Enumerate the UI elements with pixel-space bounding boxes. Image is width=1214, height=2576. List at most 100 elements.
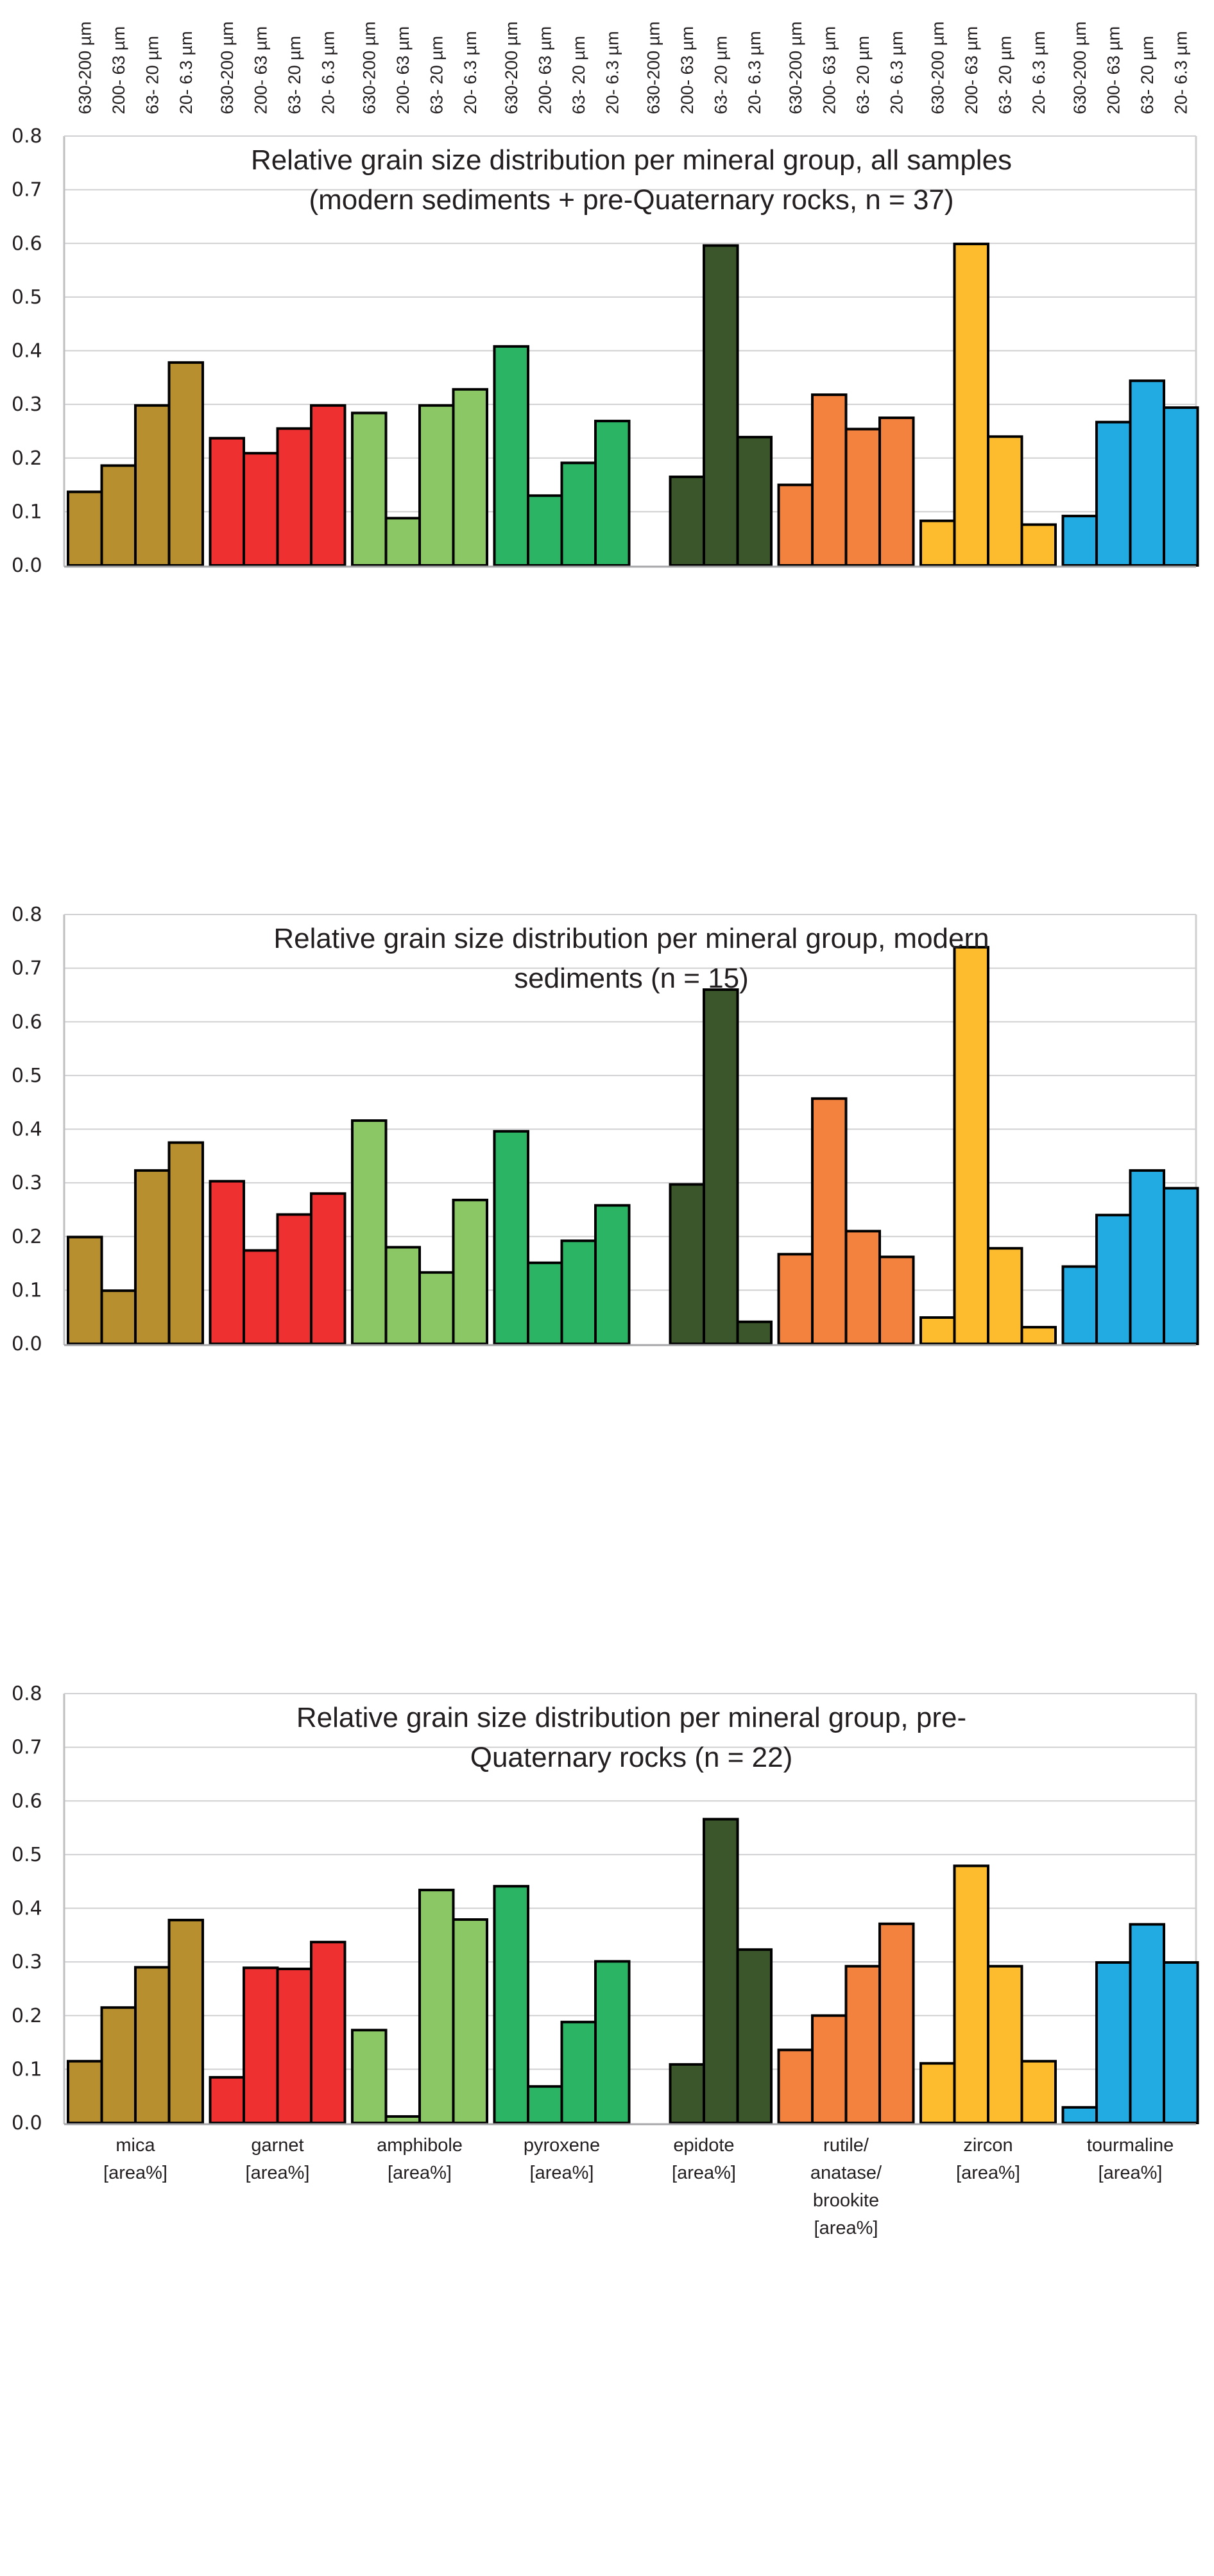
bar: [527, 494, 563, 567]
bar: [418, 404, 455, 567]
chart-panel-1: 0.0 0.1 0.2 0.3 0.4 0.5 0.6 0.7 0.8 Relative grai…: [12, 125, 1199, 577]
bar: [310, 1941, 346, 2125]
bar: [777, 1253, 814, 1345]
size-fraction-label: 63- 20 µm: [853, 36, 873, 114]
bar: [953, 946, 989, 1345]
y-tick-label: 0.7: [12, 1737, 42, 1759]
category-label: zircon: [963, 2135, 1013, 2156]
bar: [527, 1261, 563, 1345]
bar: [811, 393, 848, 567]
bar: [1020, 1326, 1057, 1345]
bar: [1095, 1961, 1132, 2124]
bar: [811, 2014, 848, 2124]
bar: [209, 1180, 245, 1345]
category-label: pyroxene: [524, 2135, 600, 2156]
size-fraction-axis: 630-200 µm 200- 63 µm 63- 20 µm 20- 6.3 µm 6…: [75, 21, 1190, 114]
bar: [209, 436, 245, 567]
category-label: garnet: [251, 2135, 304, 2156]
bar-group-epidote: [669, 988, 773, 1346]
category-label: [area%]: [956, 2163, 1020, 2183]
bar: [310, 404, 346, 567]
category-label: [area%]: [246, 2163, 310, 2183]
size-fraction-label: 200- 63 µm: [251, 26, 270, 114]
y-tick-label: 0.6: [12, 1790, 42, 1812]
bar: [703, 1817, 739, 2125]
size-fraction-label: 63- 20 µm: [142, 36, 162, 114]
bar: [919, 2062, 956, 2125]
bar-group-amphibole: [351, 1889, 488, 2125]
bar: [243, 452, 279, 567]
bar: [736, 1948, 773, 2125]
y-tick-label: 0.5: [12, 1065, 42, 1087]
bar: [1061, 2106, 1098, 2125]
bar: [1163, 1961, 1199, 2124]
bar-group-tourmaline: [1061, 379, 1199, 567]
size-fraction-label: 20- 6.3 µm: [603, 31, 622, 114]
bar: [669, 476, 705, 567]
y-tick-label: 0.3: [12, 1951, 42, 1973]
y-tick-label: 0.6: [12, 232, 42, 255]
bar: [452, 388, 488, 567]
bar: [1095, 420, 1132, 567]
bar: [987, 1964, 1023, 2124]
y-tick-label: 0.2: [12, 447, 42, 470]
size-fraction-label: 630-200 µm: [928, 21, 947, 114]
bar: [100, 2006, 137, 2125]
bar: [527, 2085, 563, 2125]
y-tick-label: 0.1: [12, 1279, 42, 1301]
chart-panels: 0.0 0.1 0.2 0.3 0.4 0.5 0.6 0.7 0.8 Relative grai…: [12, 125, 1199, 2134]
bar-group-mica: [67, 1141, 204, 1346]
size-fraction-label: 63- 20 µm: [711, 36, 730, 114]
bar: [878, 1255, 915, 1345]
bar: [594, 1960, 631, 2125]
bar: [919, 1316, 956, 1345]
size-fraction-label: 200- 63 µm: [393, 26, 413, 114]
size-fraction-label: 200- 63 µm: [535, 26, 554, 114]
size-fraction-label: 20- 6.3 µm: [176, 31, 196, 114]
category-label: epidote: [673, 2135, 734, 2156]
size-fraction-label: 200- 63 µm: [962, 26, 981, 114]
bar: [167, 1918, 204, 2124]
bar: [953, 1864, 989, 2125]
bar-group-zircon: [919, 1864, 1057, 2125]
bar: [844, 1964, 881, 2124]
bar: [1020, 2059, 1057, 2125]
bar: [100, 464, 137, 567]
bar: [703, 988, 739, 1345]
bar: [134, 1966, 171, 2125]
bar: [811, 1097, 848, 1345]
bar: [1020, 523, 1057, 567]
bar: [310, 1192, 346, 1345]
bar: [418, 1271, 455, 1346]
category-label: [area%]: [103, 2163, 167, 2183]
y-tick-label: 0.1: [12, 501, 42, 523]
bar: [452, 1198, 488, 1346]
y-tick-label: 0.5: [12, 1844, 42, 1866]
bar-group-tourmaline: [1061, 1923, 1199, 2125]
bar: [594, 1204, 631, 1346]
y-tick-label: 0.1: [12, 2058, 42, 2081]
bar: [276, 1967, 312, 2125]
category-label: brookite: [813, 2190, 879, 2211]
size-fraction-label: 20- 6.3 µm: [1171, 31, 1190, 114]
size-fraction-label: 630-200 µm: [1070, 21, 1090, 114]
y-tick-label: 0.7: [12, 957, 42, 980]
bar: [1129, 1169, 1165, 1345]
bar-group-zircon: [919, 243, 1057, 567]
category-label: [area%]: [814, 2218, 878, 2238]
bar: [384, 1246, 421, 1345]
bar: [167, 1141, 204, 1345]
y-tick-label: 0.8: [12, 904, 42, 926]
y-tick-label: 0.4: [12, 1898, 42, 1920]
bar-group-amphibole: [351, 388, 488, 567]
bar-group-pyroxene: [493, 1885, 631, 2125]
size-fraction-label: 200- 63 µm: [1104, 26, 1123, 114]
bar: [669, 1183, 705, 1346]
bar-group-tourmaline: [1061, 1169, 1199, 1346]
y-tick-label: 0.3: [12, 393, 42, 416]
category-label: mica: [115, 2135, 155, 2156]
bar-group-epidote: [669, 244, 773, 567]
category-label: amphibole: [377, 2135, 463, 2156]
bar: [167, 361, 204, 567]
